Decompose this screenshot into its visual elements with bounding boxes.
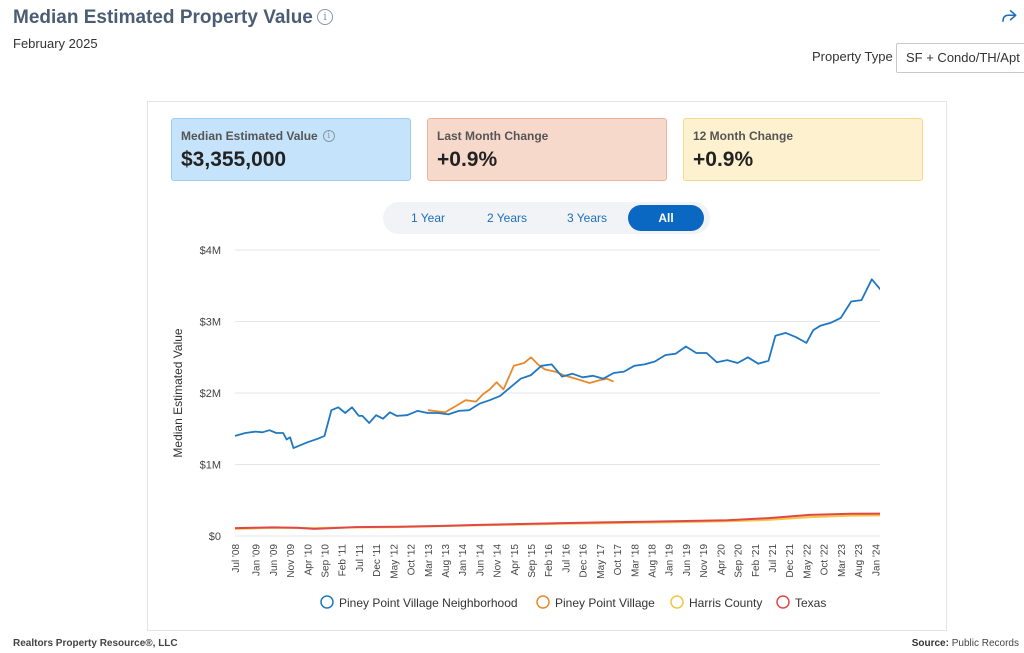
tab-1-year[interactable]: 1 Year — [410, 211, 446, 225]
x-tick-label: Apr '10 — [303, 544, 314, 576]
legend-marker — [536, 595, 550, 609]
stat-label: 12 Month Change — [693, 129, 794, 143]
last-month-change-card: Last Month Change +0.9% — [427, 118, 667, 181]
tab-2-years[interactable]: 2 Years — [486, 211, 528, 225]
x-tick-label: Jan '19 — [665, 544, 676, 576]
x-tick-label: Sep '10 — [320, 544, 331, 578]
info-icon[interactable]: i — [322, 130, 335, 142]
x-tick-label: Aug '13 — [441, 544, 452, 578]
x-tick-label: May '22 — [802, 544, 813, 579]
stat-label: Median Estimated Value — [181, 129, 318, 143]
x-tick-label: Apr '20 — [716, 544, 727, 576]
y-tick-label: $2M — [200, 388, 221, 400]
x-tick-label: Aug '23 — [854, 544, 865, 578]
x-tick-label: Mar '23 — [837, 544, 848, 577]
stat-value: +0.9% — [693, 148, 754, 171]
x-tick-label: Sep '15 — [527, 544, 538, 578]
source-label: Source: — [911, 638, 949, 649]
x-tick-label: Jul '11 — [355, 544, 366, 572]
page-subtitle: February 2025 — [13, 36, 98, 51]
x-tick-label: Apr '15 — [510, 544, 521, 576]
x-tick-label: Feb '16 — [544, 544, 555, 577]
x-tick-label: Aug '18 — [648, 544, 659, 578]
property-type-select[interactable]: SF + Condo/TH/Apt — [896, 43, 1024, 73]
legend-marker — [670, 595, 684, 609]
x-tick-label: Jun '09 — [269, 544, 280, 576]
property-type-label: Property Type — [812, 49, 893, 64]
x-tick-label: Jan '09 — [252, 544, 263, 576]
legend-label: Texas — [795, 596, 826, 610]
series-line-texas — [234, 512, 880, 530]
x-tick-label: Dec '21 — [785, 544, 796, 578]
x-tick-label: Jul '08 — [231, 544, 242, 573]
legend-label: Piney Point Village Neighborhood — [339, 596, 518, 610]
source-value: Public Records — [951, 638, 1019, 649]
tab-3-years[interactable]: 3 Years — [566, 211, 608, 225]
x-tick-label: May '17 — [596, 544, 607, 579]
legend-label: Piney Point Village — [555, 596, 655, 610]
info-icon[interactable]: i — [317, 9, 333, 25]
x-tick-label: Oct '22 — [820, 544, 831, 576]
x-tick-label: Feb '21 — [751, 544, 762, 577]
x-tick-label: May '12 — [389, 544, 400, 579]
series-line-neighborhood — [234, 278, 880, 449]
x-tick-label: Jan '14 — [458, 544, 469, 576]
stat-value: +0.9% — [437, 148, 498, 171]
x-tick-label: Sep '20 — [734, 544, 745, 578]
footer-source: Source: Public Records — [912, 638, 1019, 649]
stat-label: Last Month Change — [437, 129, 549, 143]
y-tick-label: $3M — [200, 317, 221, 329]
x-tick-label: Dec '11 — [372, 544, 383, 577]
x-tick-label: Dec '16 — [579, 544, 590, 578]
x-tick-label: Nov '19 — [699, 544, 710, 578]
share-icon[interactable] — [1000, 7, 1018, 25]
page-title: Median Estimated Property Value — [13, 7, 313, 28]
y-tick-label: $0 — [209, 531, 221, 543]
line-chart: $0 $1M $2M $3M $4M Median Estimated Value Jul … — [171, 245, 880, 610]
x-tick-label: Feb '11 — [338, 544, 349, 577]
y-axis-label: Median Estimated Value — [171, 328, 185, 458]
footer-brand: Realtors Property Resource®, LLC — [13, 638, 178, 649]
median-value-card: Median Estimated Value i $3,355,000 — [171, 118, 411, 181]
twelve-month-change-card: 12 Month Change +0.9% — [683, 118, 923, 181]
tab-all[interactable]: All — [628, 205, 704, 231]
x-tick-label: Mar '18 — [630, 544, 641, 577]
series-line-village — [427, 356, 614, 414]
x-tick-label: Oct '12 — [407, 544, 418, 576]
y-tick-label: $4M — [200, 245, 221, 257]
x-tick-label: Nov '14 — [493, 544, 504, 578]
x-tick-label: Nov '09 — [286, 544, 297, 578]
x-tick-label: Jun '14 — [475, 544, 486, 576]
x-tick-label: Oct '17 — [613, 544, 624, 576]
x-tick-label: Jul '16 — [561, 544, 572, 573]
chart-panel — [147, 101, 947, 631]
y-tick-label: $1M — [200, 460, 221, 472]
x-tick-label: Mar '13 — [424, 544, 435, 577]
stat-value: $3,355,000 — [181, 148, 287, 171]
legend-marker — [320, 595, 334, 609]
legend-label: Harris County — [689, 596, 762, 610]
x-tick-label: Jul '21 — [768, 544, 779, 573]
x-tick-label: Jan '24 — [871, 544, 880, 576]
legend-marker — [776, 595, 790, 609]
x-tick-label: Jun '19 — [682, 544, 693, 576]
time-range-tabs: 1 Year 2 Years 3 Years All — [383, 202, 710, 234]
